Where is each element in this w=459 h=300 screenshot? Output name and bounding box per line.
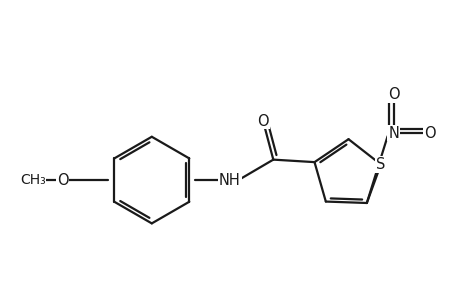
Text: O: O [423, 126, 435, 141]
Text: S: S [375, 157, 385, 172]
Text: O: O [57, 172, 68, 188]
Text: NH: NH [218, 172, 241, 188]
Text: N: N [387, 126, 398, 141]
Text: CH₃: CH₃ [20, 173, 45, 187]
Text: O: O [257, 114, 269, 129]
Text: O: O [387, 87, 398, 102]
